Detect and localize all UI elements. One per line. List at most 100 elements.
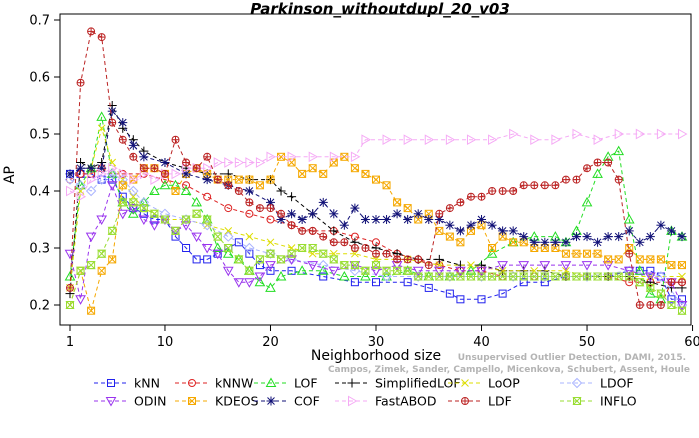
data-point-cof xyxy=(382,215,392,224)
data-point-ldof xyxy=(381,271,392,282)
data-point-knn xyxy=(255,261,264,270)
data-point-knn xyxy=(403,278,412,287)
data-point-kdeos xyxy=(435,226,444,235)
data-point-fastabod xyxy=(308,151,319,163)
data-point-kdeos xyxy=(361,169,370,178)
data-point-kdeos xyxy=(118,181,127,190)
series-loop xyxy=(66,124,686,292)
data-point-knn xyxy=(245,249,254,258)
data-point-cof xyxy=(445,220,455,230)
series-line-loop xyxy=(69,126,682,288)
data-point-inflo xyxy=(645,283,656,292)
data-point-cof xyxy=(350,203,360,213)
legend: kNN kNNW LOF SimplifiedLOF LoOP LDOF ODIN KDEOS… xyxy=(94,376,637,409)
data-point-odin xyxy=(539,261,551,271)
x-tick-label: 30 xyxy=(368,335,385,350)
data-point-cof xyxy=(434,215,444,224)
legend-item-kdeos: KDEOS xyxy=(175,394,259,409)
data-point-inflo xyxy=(255,255,265,264)
data-point-kdeos xyxy=(456,238,465,247)
data-point-odin xyxy=(433,266,445,277)
data-point-inflo xyxy=(434,272,445,281)
data-point-lof xyxy=(222,248,234,258)
data-point-ldf xyxy=(498,187,507,195)
data-point-fastabod xyxy=(76,191,87,203)
y-tick-label: 0.6 xyxy=(29,71,50,86)
data-point-inflo xyxy=(624,272,634,281)
data-point-odin xyxy=(117,209,129,220)
data-point-ldf xyxy=(277,209,286,218)
data-point-cof xyxy=(656,220,666,230)
data-point-ldf xyxy=(477,192,486,201)
credit-line-1: Unsupervised Outlier Detection, DAMI, 20… xyxy=(458,353,686,363)
data-point-inflo xyxy=(107,226,117,235)
data-point-inflo xyxy=(635,278,645,287)
data-point-inflo xyxy=(613,272,624,281)
data-point-ldf xyxy=(118,135,127,144)
data-point-ldf xyxy=(456,198,465,207)
series-line-fastabod xyxy=(69,133,682,198)
data-point-odin xyxy=(581,261,593,271)
data-point-knn xyxy=(319,272,328,281)
data-point-inflo xyxy=(318,249,328,258)
x-tick-label: 20 xyxy=(262,335,279,350)
data-point-cof xyxy=(308,209,318,219)
data-point-inflo xyxy=(371,261,381,270)
data-point-inflo xyxy=(550,272,561,281)
data-point-inflo xyxy=(392,266,402,275)
data-point-kdeos xyxy=(234,175,243,184)
data-point-ldf xyxy=(414,255,423,264)
data-point-ldf xyxy=(192,164,201,173)
data-point-odin xyxy=(602,261,614,271)
data-point-lof xyxy=(159,179,171,190)
legend-label: kNN xyxy=(134,376,160,391)
data-point-cof xyxy=(593,237,603,247)
data-point-inflo xyxy=(508,272,518,281)
data-point-lof xyxy=(613,145,625,156)
data-point-lof xyxy=(254,276,266,287)
data-point-odin xyxy=(455,266,466,277)
data-point-inflo xyxy=(360,266,371,275)
data-point-knn xyxy=(477,295,486,304)
data-point-ldf xyxy=(245,198,254,207)
data-point-ldf xyxy=(445,204,454,213)
data-point-knnw xyxy=(266,215,275,224)
data-point-ldf xyxy=(561,175,570,184)
data-point-odin xyxy=(497,261,508,271)
data-point-cof xyxy=(519,232,529,242)
data-point-knn xyxy=(118,192,127,201)
data-point-odin xyxy=(106,181,118,191)
data-point-fastabod xyxy=(361,134,371,146)
data-point-fastabod xyxy=(656,128,667,140)
data-point-inflo xyxy=(128,198,139,207)
data-point-ldf xyxy=(614,175,623,184)
data-point-ldf xyxy=(382,249,391,258)
series-inflo xyxy=(65,198,687,315)
data-point-fastabod xyxy=(678,128,688,140)
data-point-kdeos xyxy=(509,238,518,247)
legend-marker xyxy=(105,397,117,407)
data-point-cof xyxy=(529,237,539,247)
data-point-fastabod xyxy=(234,157,245,168)
data-point-ldf xyxy=(509,187,518,195)
data-point-inflo xyxy=(466,272,476,281)
data-point-cof xyxy=(487,220,497,230)
series-line-cof xyxy=(69,110,683,243)
data-point-knnw xyxy=(224,204,233,213)
data-point-cof xyxy=(76,163,86,173)
data-point-cof xyxy=(160,158,170,167)
data-point-lof xyxy=(296,265,308,275)
data-point-cof xyxy=(86,163,96,173)
data-point-fastabod xyxy=(424,134,435,146)
data-point-kdeos xyxy=(87,306,96,315)
data-point-ldf xyxy=(108,118,117,127)
data-point-odin xyxy=(328,266,340,277)
data-point-simplifiedlof xyxy=(477,260,487,270)
data-point-inflo xyxy=(402,266,413,275)
data-point-odin xyxy=(149,221,160,231)
data-point-lof xyxy=(138,196,150,207)
data-point-odin xyxy=(307,261,319,271)
data-point-ldof xyxy=(159,208,171,220)
legend-item-loop: LoOP xyxy=(448,376,520,391)
data-point-cof xyxy=(244,186,254,196)
